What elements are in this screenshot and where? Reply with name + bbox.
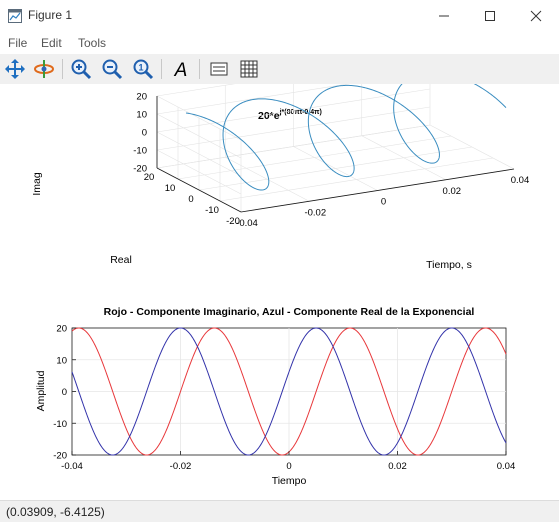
z-tick-label: 0 [142,128,147,139]
plot3d-ylabel: Tiempo, s [426,259,472,271]
plot3d-axes: 20*ej*(80πt-0.4π) -20-1001020-20-1001020… [31,52,529,271]
toolbar-separator [161,59,162,79]
zoom-in-button[interactable] [68,56,94,82]
plot2d-grid [72,328,506,455]
pan-button[interactable] [2,56,28,82]
x-tick-label: -0.02 [170,461,192,472]
y-tick-label: -0.04 [236,218,258,229]
grid-line [156,106,431,151]
grid-line [156,124,431,169]
x-tick-label: 0 [286,461,291,472]
y-tick-label: -0.02 [304,207,326,218]
plot2d-ticks: -0.04 -0.02 0 0.02 0.04 20 10 0 -10 -20 [53,324,515,473]
menu-file[interactable]: File [8,36,28,50]
grid-line [177,135,452,180]
plot3d-title: 20*ej*(80πt-0.4π) [258,109,322,122]
maximize-button[interactable] [467,0,513,32]
y-tick-label: 0.02 [443,186,462,197]
menu-bar: File Edit Tools [0,32,559,54]
plot3d-zlabel: Imag [31,172,43,196]
grid-line [219,157,494,202]
zoom-in-icon [71,59,92,80]
plot3d-helix-line [185,71,507,191]
plot2d-axes: Rojo - Componente Imaginario, Azul - Com… [35,306,515,487]
real-series-line [71,327,507,456]
figure-app-icon [8,9,22,23]
z-tick-label: -10 [133,146,147,157]
zoom-reset-button[interactable]: 1 [130,56,156,82]
plot2d-title: Rojo - Componente Imaginario, Azul - Com… [104,306,475,318]
close-button[interactable] [513,0,559,32]
grid-line [198,146,473,191]
menu-edit[interactable]: Edit [41,36,62,50]
zoom-reset-icon: 1 [133,59,154,80]
x-tick-label: -20 [226,216,240,227]
figure-canvas[interactable]: 20*ej*(80πt-0.4π) -20 -10 0 10 20 -20 -10 0 10 20… [0,52,559,500]
x-tick-label: -10 [205,205,219,216]
plot2d-xlabel: Tiempo [272,475,307,487]
x-tick-label: 0.02 [388,461,407,472]
y-tick-label: 0 [381,197,386,208]
toolbar-separator [199,59,200,79]
maximize-icon [485,11,495,21]
toolbar: 1 A [0,54,559,84]
svg-text:1: 1 [138,63,143,73]
grid-button[interactable] [236,56,262,82]
figure-svg: 20*ej*(80πt-0.4π) -20-1001020-20-1001020… [31,52,529,487]
y-tick-label: -20 [53,451,67,462]
box-edge [156,167,242,213]
pointer-coordinates: (0.03909, -6.4125) [6,505,105,519]
grid-line [156,113,242,159]
x-tick-label: 10 [165,183,176,194]
grid-line [156,88,431,133]
z-tick-label: 20 [136,92,147,103]
y-tick-label: 0.04 [511,175,530,186]
y-tick-label: 10 [56,355,67,366]
x-tick-label: 20 [144,172,155,183]
legend-icon [210,62,228,76]
plot3d-box [156,96,515,213]
y-tick-label: 20 [56,324,67,335]
toolbar-separator [62,59,63,79]
box-edge [240,168,515,213]
pan-icon [5,59,25,79]
plot2d-ylabel: Amplitud [35,370,47,411]
window-title: Figure 1 [28,8,73,22]
grid-line [156,95,242,141]
status-bar: (0.03909, -6.4125) [0,500,559,522]
svg-text:A: A [174,60,188,80]
zoom-out-icon [102,59,123,80]
plot3d-ticks: -20-1001020-20-1001020-0.04-0.0200.020.0… [133,92,529,230]
text-icon: A [174,60,188,80]
z-tick-label: 10 [136,110,147,121]
y-tick-label: -10 [53,419,67,430]
z-tick-label: -20 [133,164,147,175]
rotate-button[interactable] [31,56,57,82]
minimize-icon [439,15,449,17]
grid-icon [240,60,258,78]
grid-line [156,131,242,177]
close-icon [530,10,542,22]
grid-line [156,149,242,195]
plot3d-xlabel: Real [110,254,132,266]
y-tick-label: 0 [62,387,67,398]
legend-button[interactable] [206,56,232,82]
x-tick-label: 0 [188,194,193,205]
rotate-icon [34,60,54,78]
minimize-button[interactable] [421,0,467,32]
zoom-out-button[interactable] [99,56,125,82]
text-button[interactable]: A [168,56,194,82]
x-tick-label: 0.04 [497,461,516,472]
menu-tools[interactable]: Tools [78,36,107,50]
title-bar: Figure 1 [0,0,559,32]
x-tick-label: -0.04 [61,461,83,472]
